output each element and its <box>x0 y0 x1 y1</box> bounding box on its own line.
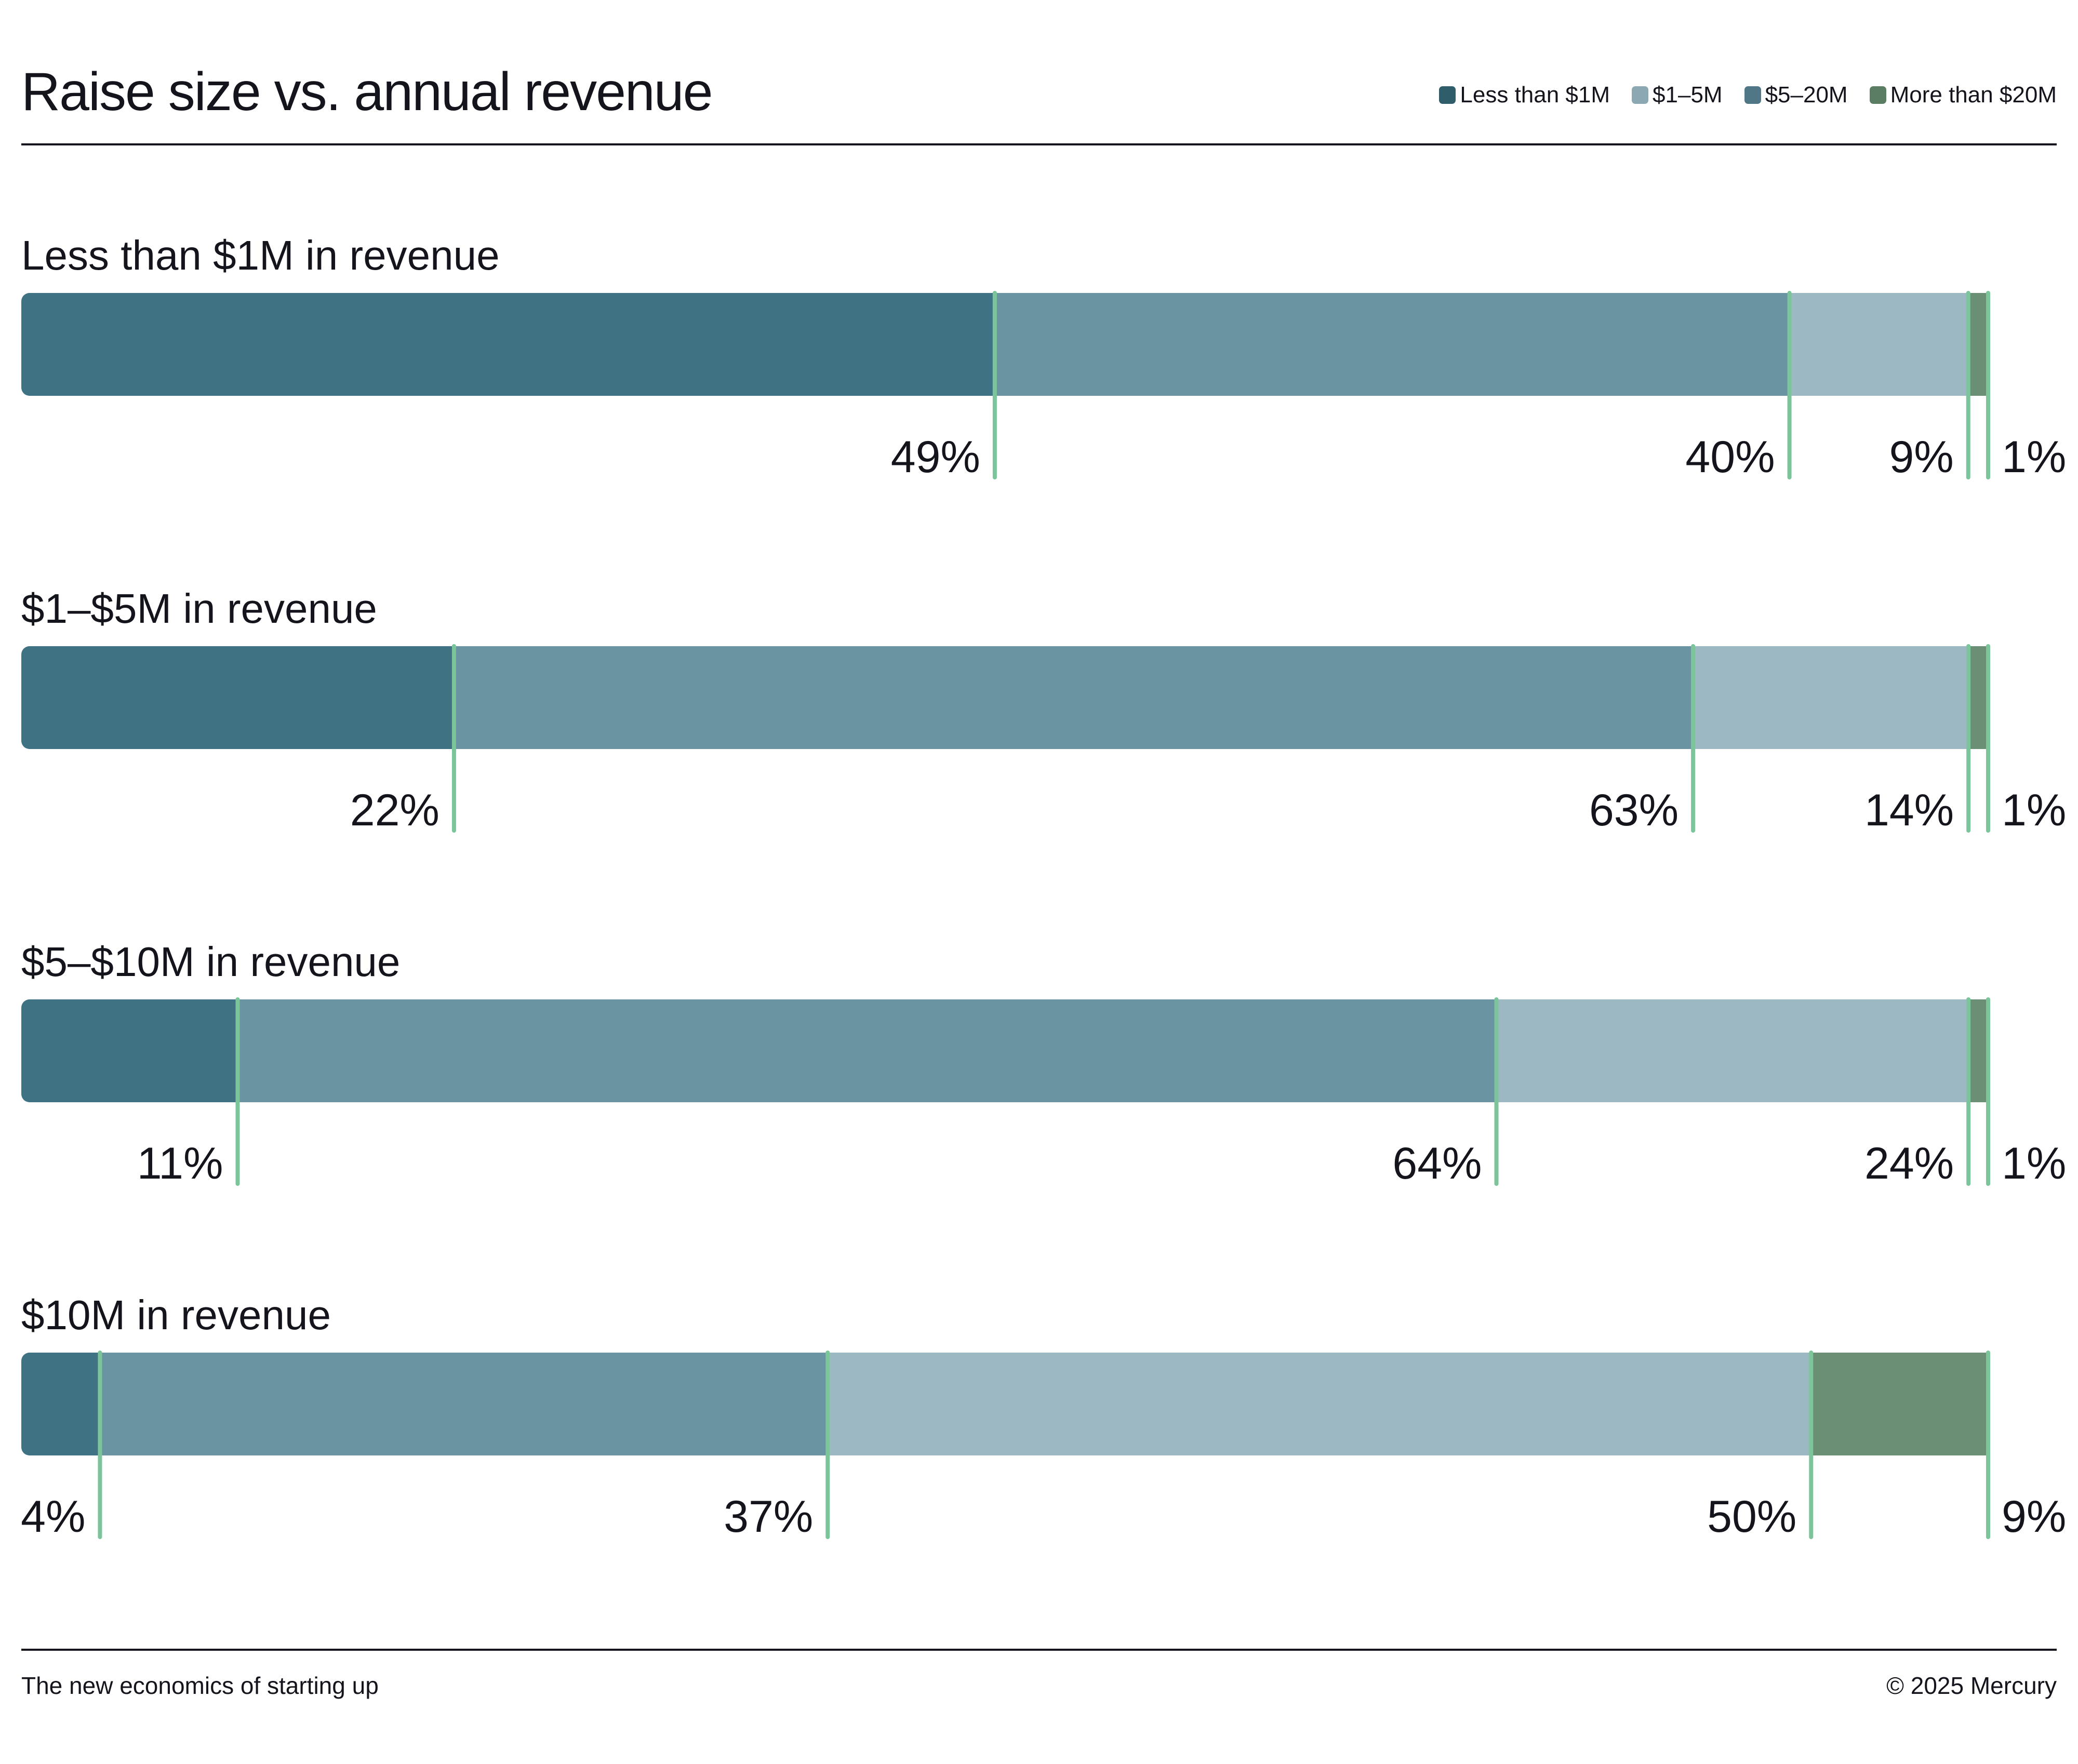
row-label: $1–$5M in revenue <box>21 585 377 632</box>
row-label: $5–$10M in revenue <box>21 939 400 985</box>
bar-segment <box>21 999 238 1102</box>
data-label: 1% <box>2002 432 2066 482</box>
legend-item: Less than $1M <box>1439 82 1610 108</box>
bar-row: $10M in revenue 4% 37% 50% 9% <box>21 1292 2066 1542</box>
data-label: 24% <box>1864 1139 1954 1188</box>
bar-segment <box>1789 293 1968 396</box>
header-divider <box>21 143 2057 145</box>
data-label: 9% <box>1889 432 1953 482</box>
footer-copyright: © 2025 Mercury <box>1886 1672 2057 1699</box>
bar-segment <box>828 1353 1811 1455</box>
data-label: 9% <box>2002 1492 2066 1542</box>
bar-row: Less than $1M in revenue 49% 40% 9% 1% <box>21 232 2066 482</box>
legend-label: $5–20M <box>1765 82 1848 108</box>
row-label: Less than $1M in revenue <box>21 232 500 278</box>
legend-item: More than $20M <box>1869 82 2057 108</box>
legend-swatch <box>1632 86 1649 104</box>
legend-item: $5–20M <box>1744 82 1848 108</box>
bar-segment <box>21 293 995 396</box>
legend-label: Less than $1M <box>1460 82 1610 108</box>
data-label: 50% <box>1707 1492 1796 1542</box>
bar-segment <box>1496 999 1969 1102</box>
legend-label: More than $20M <box>1890 82 2057 108</box>
bar-segment <box>21 1353 100 1455</box>
bar-segment <box>1693 646 1969 749</box>
chart-title: Raise size vs. annual revenue <box>21 62 713 122</box>
data-label: 1% <box>2002 1139 2066 1188</box>
bar-segment <box>1811 1353 1988 1455</box>
data-label: 14% <box>1864 785 1954 835</box>
legend: Less than $1M $1–5M $5–20M More than $20… <box>1439 82 2057 108</box>
data-label: 22% <box>350 785 439 835</box>
bar-row: $5–$10M in revenue 11% 64% 24% 1% <box>21 939 2066 1188</box>
bar-row: $1–$5M in revenue 22% 63% 14% 1% <box>21 585 2066 835</box>
footer-publication: The new economics of starting up <box>21 1672 379 1699</box>
bar-segment <box>21 646 454 749</box>
bar-segment <box>1968 293 1988 396</box>
data-label: 63% <box>1589 785 1679 835</box>
data-label: 11% <box>137 1139 223 1188</box>
bar-segment <box>1968 999 1988 1102</box>
bar-segment <box>994 293 1790 396</box>
row-label: $10M in revenue <box>21 1292 331 1338</box>
data-label: 40% <box>1685 432 1775 482</box>
legend-label: $1–5M <box>1653 82 1723 108</box>
bar-segment <box>1968 646 1988 749</box>
legend-swatch <box>1439 86 1456 104</box>
data-label: 1% <box>2002 785 2066 835</box>
data-label: 49% <box>891 432 980 482</box>
legend-swatch <box>1744 86 1761 104</box>
bar-segment <box>237 999 1497 1102</box>
footer-divider <box>21 1649 2057 1651</box>
data-label: 64% <box>1392 1139 1482 1188</box>
bar-segment <box>454 646 1694 749</box>
bar-segment <box>100 1353 828 1455</box>
data-label: 4% <box>21 1492 85 1542</box>
legend-item: $1–5M <box>1632 82 1723 108</box>
data-label: 37% <box>724 1492 813 1542</box>
legend-swatch <box>1869 86 1886 104</box>
